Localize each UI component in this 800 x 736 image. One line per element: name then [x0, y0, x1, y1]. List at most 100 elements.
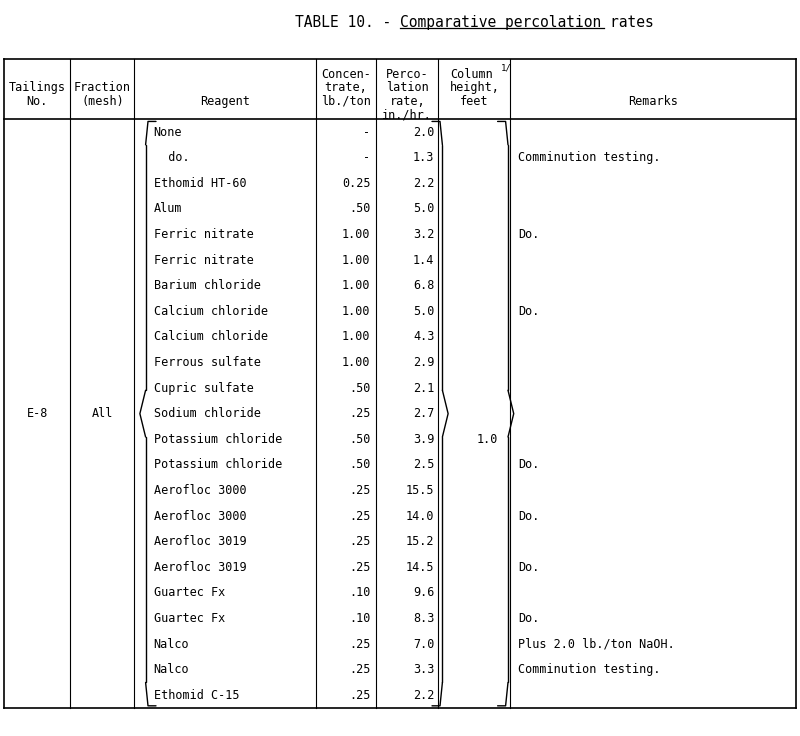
Text: Sodium chloride: Sodium chloride	[154, 407, 261, 420]
Text: Potassium chloride: Potassium chloride	[154, 433, 282, 446]
Text: Do.: Do.	[518, 561, 540, 574]
Text: 5.0: 5.0	[413, 202, 434, 216]
Text: -: -	[363, 126, 370, 138]
Text: Do.: Do.	[518, 612, 540, 625]
Text: Fraction: Fraction	[74, 81, 131, 94]
Text: Calcium chloride: Calcium chloride	[154, 305, 267, 318]
Text: .25: .25	[349, 484, 370, 497]
Text: lb./ton: lb./ton	[321, 95, 371, 108]
Text: .25: .25	[349, 663, 370, 676]
Text: Do.: Do.	[518, 305, 540, 318]
Text: Do.: Do.	[518, 228, 540, 241]
Text: 1.3: 1.3	[413, 151, 434, 164]
Text: E-8: E-8	[26, 407, 48, 420]
Text: Reagent: Reagent	[200, 95, 250, 108]
Text: 6.8: 6.8	[413, 279, 434, 292]
Text: 1.0: 1.0	[477, 433, 498, 446]
Text: Ferric nitrate: Ferric nitrate	[154, 228, 254, 241]
Text: Comminution testing.: Comminution testing.	[518, 151, 661, 164]
Text: rate,: rate,	[390, 95, 425, 108]
Text: Aerofloc 3000: Aerofloc 3000	[154, 484, 246, 497]
Text: Ethomid HT-60: Ethomid HT-60	[154, 177, 246, 190]
Text: Nalco: Nalco	[154, 637, 190, 651]
Text: 15.5: 15.5	[406, 484, 434, 497]
Text: .50: .50	[349, 202, 370, 216]
Text: Comminution testing.: Comminution testing.	[518, 663, 661, 676]
Text: 9.6: 9.6	[413, 587, 434, 599]
Text: do.: do.	[154, 151, 190, 164]
Text: 2.9: 2.9	[413, 356, 434, 369]
Text: Perco-: Perco-	[386, 68, 429, 81]
Text: 7.0: 7.0	[413, 637, 434, 651]
Text: (mesh): (mesh)	[81, 95, 124, 108]
Text: Calcium chloride: Calcium chloride	[154, 330, 267, 343]
Text: .50: .50	[349, 459, 370, 471]
Text: 2.2: 2.2	[413, 689, 434, 701]
Text: -: -	[363, 151, 370, 164]
Text: lation: lation	[386, 81, 429, 94]
Text: Column: Column	[450, 68, 494, 81]
Text: Ferric nitrate: Ferric nitrate	[154, 253, 254, 266]
Text: 1/: 1/	[501, 63, 511, 72]
Text: 3.3: 3.3	[413, 663, 434, 676]
Text: 1.4: 1.4	[413, 253, 434, 266]
Text: 5.0: 5.0	[413, 305, 434, 318]
Text: 1.00: 1.00	[342, 356, 370, 369]
Text: 2.0: 2.0	[413, 126, 434, 138]
Text: Comparative percolation rates: Comparative percolation rates	[400, 15, 654, 29]
Text: feet: feet	[460, 95, 489, 108]
Text: Guartec Fx: Guartec Fx	[154, 587, 225, 599]
Text: .50: .50	[349, 433, 370, 446]
Text: Potassium chloride: Potassium chloride	[154, 459, 282, 471]
Text: No.: No.	[26, 95, 48, 108]
Text: Do.: Do.	[518, 459, 540, 471]
Text: Aerofloc 3019: Aerofloc 3019	[154, 561, 246, 574]
Text: Barium chloride: Barium chloride	[154, 279, 261, 292]
Text: Ethomid C-15: Ethomid C-15	[154, 689, 239, 701]
Text: TABLE 10. -: TABLE 10. -	[295, 15, 400, 29]
Text: 2.1: 2.1	[413, 381, 434, 394]
Text: 14.0: 14.0	[406, 509, 434, 523]
Text: None: None	[154, 126, 182, 138]
Text: Do.: Do.	[518, 509, 540, 523]
Text: Alum: Alum	[154, 202, 182, 216]
Text: trate,: trate,	[325, 81, 367, 94]
Text: .10: .10	[349, 612, 370, 625]
Text: Ferrous sulfate: Ferrous sulfate	[154, 356, 261, 369]
Text: 1.00: 1.00	[342, 305, 370, 318]
Text: 2.5: 2.5	[413, 459, 434, 471]
Text: Aerofloc 3019: Aerofloc 3019	[154, 535, 246, 548]
Text: Plus 2.0 lb./ton NaOH.: Plus 2.0 lb./ton NaOH.	[518, 637, 675, 651]
Text: .25: .25	[349, 535, 370, 548]
Text: .25: .25	[349, 407, 370, 420]
Text: 15.2: 15.2	[406, 535, 434, 548]
Text: .25: .25	[349, 637, 370, 651]
Text: .10: .10	[349, 587, 370, 599]
Text: 2.2: 2.2	[413, 177, 434, 190]
Text: Concen-: Concen-	[321, 68, 371, 81]
Text: 1.00: 1.00	[342, 228, 370, 241]
Text: 3.9: 3.9	[413, 433, 434, 446]
Text: 1.00: 1.00	[342, 279, 370, 292]
Text: Aerofloc 3000: Aerofloc 3000	[154, 509, 246, 523]
Text: 0.25: 0.25	[342, 177, 370, 190]
Text: 14.5: 14.5	[406, 561, 434, 574]
Text: .25: .25	[349, 689, 370, 701]
Text: 1.00: 1.00	[342, 330, 370, 343]
Text: .50: .50	[349, 381, 370, 394]
Text: Tailings: Tailings	[9, 81, 66, 94]
Text: 8.3: 8.3	[413, 612, 434, 625]
Text: 3.2: 3.2	[413, 228, 434, 241]
Text: 2.7: 2.7	[413, 407, 434, 420]
Text: Nalco: Nalco	[154, 663, 190, 676]
Text: in./hr.: in./hr.	[382, 108, 432, 121]
Text: 4.3: 4.3	[413, 330, 434, 343]
Text: All: All	[92, 407, 113, 420]
Text: 1.00: 1.00	[342, 253, 370, 266]
Text: Guartec Fx: Guartec Fx	[154, 612, 225, 625]
Text: Cupric sulfate: Cupric sulfate	[154, 381, 254, 394]
Text: .25: .25	[349, 561, 370, 574]
Text: .25: .25	[349, 509, 370, 523]
Text: height,: height,	[450, 81, 499, 94]
Text: Remarks: Remarks	[628, 95, 678, 108]
